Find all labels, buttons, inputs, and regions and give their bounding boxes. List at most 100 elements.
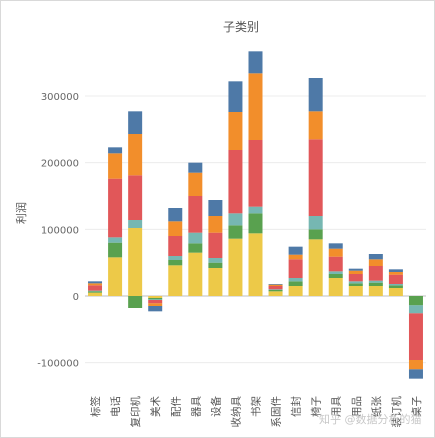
bar-segment[interactable]: [308, 239, 323, 296]
bar-segment[interactable]: [288, 286, 303, 296]
bar-segment[interactable]: [268, 291, 283, 296]
bar-segment[interactable]: [348, 281, 363, 284]
bar-segment[interactable]: [408, 369, 423, 379]
bar-segment[interactable]: [408, 305, 423, 314]
bar-segment[interactable]: [208, 262, 223, 268]
bar-segment[interactable]: [108, 147, 123, 154]
bar-segment[interactable]: [308, 229, 323, 240]
bar-segment[interactable]: [88, 283, 103, 286]
bar-segment[interactable]: [268, 284, 283, 286]
bar-segment[interactable]: [308, 216, 323, 230]
bar-segment[interactable]: [328, 256, 343, 272]
bar-segment[interactable]: [128, 228, 143, 296]
bar-segment[interactable]: [148, 300, 163, 304]
bar-segment[interactable]: [268, 290, 283, 292]
bar-segment[interactable]: [88, 281, 103, 284]
bar-segment[interactable]: [168, 265, 183, 296]
bar-segment[interactable]: [128, 134, 143, 176]
bar-segment[interactable]: [308, 139, 323, 216]
bar-segment[interactable]: [188, 252, 203, 296]
bar-segment[interactable]: [348, 274, 363, 282]
bar-segment[interactable]: [228, 213, 243, 226]
bar-segment[interactable]: [208, 268, 223, 296]
bar-segment[interactable]: [168, 236, 183, 256]
bar-segment[interactable]: [368, 254, 383, 260]
bar-segment[interactable]: [208, 216, 223, 233]
bar-segment[interactable]: [208, 258, 223, 263]
bar-segment[interactable]: [208, 200, 223, 216]
bar-segment[interactable]: [188, 232, 203, 244]
bar-segment[interactable]: [248, 206, 263, 214]
bar-segment[interactable]: [108, 237, 123, 243]
bar-segment[interactable]: [88, 290, 103, 292]
bar-segment[interactable]: [148, 303, 163, 306]
bar-segment[interactable]: [188, 162, 203, 173]
bar-segment[interactable]: [128, 296, 143, 308]
bar-segment[interactable]: [108, 257, 123, 296]
bar-segment[interactable]: [108, 178, 123, 238]
bar-segment[interactable]: [148, 299, 163, 300]
bar-segment[interactable]: [388, 288, 403, 296]
bar-segment[interactable]: [228, 150, 243, 214]
bar-segment[interactable]: [108, 242, 123, 258]
bar-segment[interactable]: [228, 81, 243, 112]
bar-segment[interactable]: [148, 296, 163, 298]
bar-segment[interactable]: [88, 292, 103, 296]
bar-segment[interactable]: [188, 196, 203, 233]
bar-segment[interactable]: [288, 278, 303, 282]
bar-segment[interactable]: [308, 111, 323, 140]
bar-segment[interactable]: [348, 286, 363, 296]
bar-segment[interactable]: [368, 280, 383, 283]
bar-segment[interactable]: [288, 246, 303, 255]
bar-segment[interactable]: [368, 266, 383, 281]
bar-segment[interactable]: [248, 213, 263, 234]
bar-segment[interactable]: [388, 274, 403, 284]
bar-segment[interactable]: [408, 296, 423, 306]
bar-segment[interactable]: [128, 111, 143, 134]
bar-segment[interactable]: [148, 298, 163, 300]
bar-segment[interactable]: [228, 225, 243, 239]
bar-segment[interactable]: [168, 256, 183, 260]
bar-segment[interactable]: [388, 285, 403, 288]
bar-segment[interactable]: [228, 112, 243, 150]
bar-segment[interactable]: [328, 278, 343, 296]
bar-segment[interactable]: [108, 153, 123, 179]
bar-segment[interactable]: [168, 221, 183, 236]
bar-segment[interactable]: [88, 291, 103, 293]
bar-segment[interactable]: [248, 73, 263, 140]
bar-segment[interactable]: [188, 243, 203, 253]
bar-segment[interactable]: [368, 286, 383, 296]
bar-segment[interactable]: [328, 271, 343, 274]
bar-segment[interactable]: [128, 220, 143, 228]
bar-segment[interactable]: [388, 269, 403, 272]
bar-segment[interactable]: [268, 284, 283, 285]
bar-segment[interactable]: [388, 284, 403, 286]
bar-segment[interactable]: [288, 281, 303, 286]
bar-segment[interactable]: [88, 285, 103, 291]
bar-segment[interactable]: [248, 233, 263, 296]
bar-segment[interactable]: [208, 232, 223, 258]
bar-segment[interactable]: [388, 272, 403, 275]
bar-segment[interactable]: [368, 282, 383, 286]
bar-segment[interactable]: [328, 248, 343, 257]
bar-segment[interactable]: [348, 268, 363, 271]
bar-segment[interactable]: [168, 208, 183, 222]
bar-segment[interactable]: [228, 238, 243, 296]
bar-segment[interactable]: [268, 289, 283, 290]
bar-segment[interactable]: [408, 360, 423, 370]
bar-segment[interactable]: [288, 259, 303, 278]
bar-segment[interactable]: [188, 172, 203, 196]
bar-segment[interactable]: [288, 254, 303, 260]
bar-segment[interactable]: [348, 283, 363, 286]
bar-segment[interactable]: [328, 274, 343, 278]
bar-segment[interactable]: [128, 175, 143, 220]
bar-segment[interactable]: [348, 270, 363, 274]
bar-segment[interactable]: [148, 306, 163, 312]
bar-segment[interactable]: [408, 313, 423, 360]
bar-segment[interactable]: [368, 259, 383, 266]
bar-segment[interactable]: [248, 51, 263, 74]
bar-segment[interactable]: [248, 140, 263, 207]
bar-segment[interactable]: [308, 78, 323, 112]
bar-segment[interactable]: [328, 243, 343, 249]
bar-segment[interactable]: [168, 260, 183, 266]
